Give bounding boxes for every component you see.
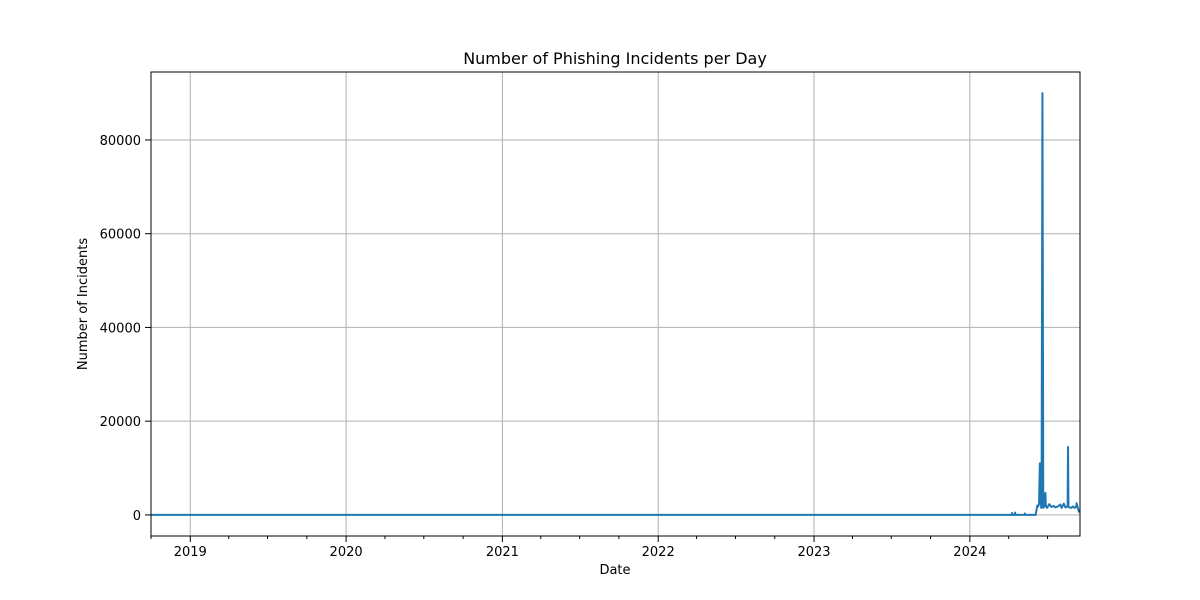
x-tick-label: 2024 bbox=[953, 545, 986, 560]
y-axis-label: Number of Incidents bbox=[76, 238, 91, 370]
x-tick-label: 2023 bbox=[797, 545, 830, 560]
x-tick-label: 2020 bbox=[330, 545, 363, 560]
plot-frame bbox=[150, 71, 1081, 537]
series-layer bbox=[151, 92, 1081, 516]
chart-title: Number of Phishing Incidents per Day bbox=[463, 49, 767, 68]
y-tick-label: 60000 bbox=[100, 228, 141, 243]
series-line bbox=[151, 92, 1081, 516]
y-tick-label: 20000 bbox=[100, 415, 141, 430]
y-tick-label: 80000 bbox=[100, 134, 141, 149]
x-tick-label: 2021 bbox=[486, 545, 519, 560]
x-axis-label: Date bbox=[599, 563, 630, 578]
y-tick-label: 40000 bbox=[100, 321, 141, 336]
x-tick-label: 2019 bbox=[174, 545, 207, 560]
x-tick-label: 2022 bbox=[642, 545, 675, 560]
tick-layer: 2019 2020 2021 2022 2023 2024 0 20000 40000 60000… bbox=[100, 134, 1049, 560]
y-tick-label: 0 bbox=[133, 509, 141, 524]
